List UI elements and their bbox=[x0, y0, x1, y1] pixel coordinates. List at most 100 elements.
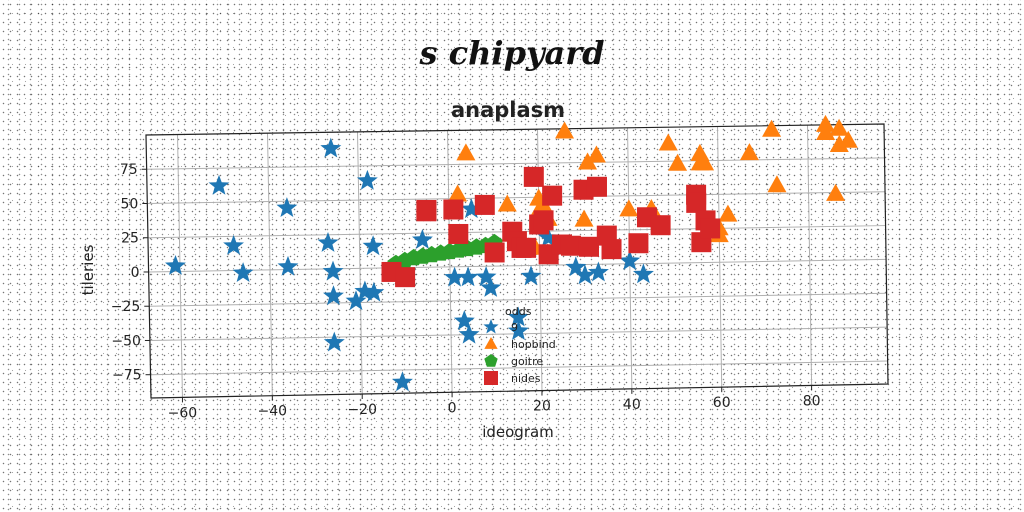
hopbind-point bbox=[456, 143, 476, 161]
9-point bbox=[520, 265, 542, 286]
9-point bbox=[362, 235, 384, 256]
legend: odds 9 hopbind goitre nides bbox=[483, 305, 556, 385]
x-tick-label: 0 bbox=[448, 400, 457, 416]
legend-marker-hopbind bbox=[484, 337, 498, 349]
9-point bbox=[323, 285, 344, 306]
hopbind-point bbox=[574, 209, 594, 227]
9-point bbox=[507, 306, 529, 327]
9-point bbox=[323, 331, 345, 352]
9-point bbox=[537, 226, 559, 247]
nides-point bbox=[650, 215, 671, 236]
hopbind-point bbox=[767, 175, 787, 193]
hopbind-point bbox=[555, 121, 575, 139]
y-tick-label: 75 bbox=[120, 162, 138, 178]
x-axis-label: ideogram bbox=[482, 423, 554, 441]
x-gridline bbox=[447, 130, 453, 393]
hopbind-point bbox=[448, 184, 468, 202]
hopbind-point bbox=[658, 133, 678, 151]
9-point bbox=[412, 229, 433, 249]
y-tick-label: 50 bbox=[120, 196, 138, 212]
9-point bbox=[322, 260, 344, 281]
x-tick-label: 80 bbox=[803, 393, 821, 409]
legend-label-goitre: goitre bbox=[511, 355, 543, 368]
9-point bbox=[223, 234, 244, 255]
x-tick-label: −40 bbox=[258, 404, 288, 420]
9-point bbox=[508, 320, 529, 340]
nides-point bbox=[560, 235, 581, 256]
plot-area: odds 9 hopbind goitre nides bbox=[145, 114, 889, 399]
9-point bbox=[354, 280, 376, 301]
x-tick-label: 60 bbox=[713, 395, 731, 411]
y-tick-label: −50 bbox=[111, 333, 141, 349]
9-point bbox=[444, 266, 465, 287]
axes-frame bbox=[145, 123, 889, 399]
9-point bbox=[363, 281, 385, 302]
nides-point bbox=[416, 201, 437, 222]
nides-point bbox=[484, 242, 505, 263]
hopbind-point bbox=[816, 114, 835, 132]
y-gridline bbox=[148, 258, 887, 273]
nides-point bbox=[443, 199, 464, 220]
hopbind-point bbox=[578, 152, 598, 170]
series-nides bbox=[381, 166, 721, 288]
legend-title: odds bbox=[505, 305, 532, 318]
nides-point bbox=[601, 239, 622, 260]
hopbind-point bbox=[497, 194, 517, 212]
y-gridline bbox=[150, 360, 888, 376]
nides-point bbox=[586, 176, 607, 197]
y-tick-label: 0 bbox=[131, 265, 140, 281]
nides-point bbox=[542, 185, 563, 206]
hopbind-point bbox=[718, 204, 738, 222]
nides-point bbox=[474, 194, 495, 215]
9-point bbox=[588, 261, 609, 282]
nides-point bbox=[523, 166, 544, 187]
legend-label-hopbind: hopbind bbox=[511, 338, 556, 351]
x-tick-label: 20 bbox=[533, 399, 551, 415]
9-point bbox=[453, 310, 475, 330]
hopbind-point bbox=[829, 118, 849, 136]
9-point bbox=[320, 137, 342, 158]
x-tick-label: −20 bbox=[347, 402, 377, 418]
9-point bbox=[574, 264, 596, 285]
y-tick-label: −25 bbox=[111, 299, 141, 315]
legend-label-nides: nides bbox=[511, 372, 541, 385]
x-gridline bbox=[357, 131, 363, 394]
9-point bbox=[565, 256, 587, 277]
x-gridline bbox=[807, 125, 813, 386]
legend-marker-9 bbox=[483, 319, 499, 334]
x-gridline bbox=[717, 126, 723, 388]
9-point bbox=[277, 255, 299, 276]
9-point bbox=[458, 323, 480, 344]
9-point bbox=[460, 198, 482, 219]
nides-point bbox=[448, 223, 469, 244]
y-tick-label: 25 bbox=[121, 231, 139, 247]
9-point bbox=[165, 255, 186, 275]
nides-point bbox=[578, 236, 599, 257]
y-gridline bbox=[147, 191, 886, 204]
9-point bbox=[276, 197, 298, 217]
nides-point bbox=[628, 233, 649, 254]
nides-point bbox=[700, 218, 721, 239]
y-tick-label: −75 bbox=[112, 368, 142, 384]
legend-label-9: 9 bbox=[511, 321, 518, 334]
y-axis-label: tileries bbox=[79, 244, 97, 295]
nides-point bbox=[533, 210, 554, 231]
x-tick-label: 40 bbox=[623, 397, 641, 413]
9-point bbox=[356, 169, 378, 190]
hopbind-point bbox=[586, 145, 606, 163]
hopbind-point bbox=[762, 119, 782, 137]
9-point bbox=[232, 262, 254, 282]
9-point bbox=[457, 266, 479, 287]
9-point bbox=[475, 266, 497, 286]
nides-point bbox=[686, 192, 707, 213]
x-gridline bbox=[267, 133, 273, 396]
9-point bbox=[619, 250, 641, 270]
nides-point bbox=[395, 267, 416, 288]
series-9 bbox=[165, 137, 654, 392]
y-gridline bbox=[146, 157, 885, 170]
9-point bbox=[208, 174, 230, 195]
9-point bbox=[317, 232, 339, 252]
hopbind-point bbox=[826, 183, 846, 201]
legend-marker-goitre bbox=[484, 354, 498, 367]
